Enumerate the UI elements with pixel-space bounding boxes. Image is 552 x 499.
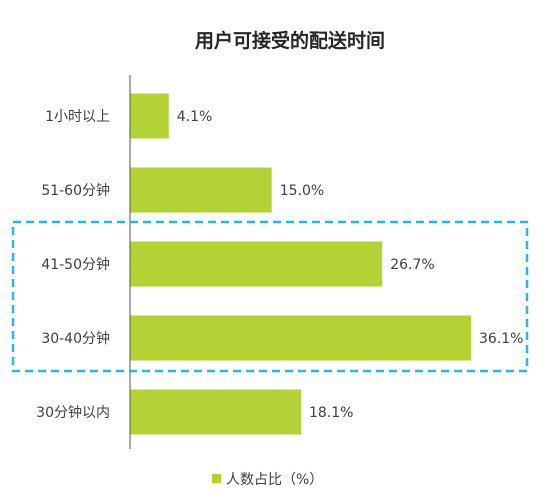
value-label-4: 18.1%	[309, 405, 353, 421]
bar-2	[130, 241, 383, 287]
value-label-2: 26.7%	[390, 257, 434, 273]
bar-1	[130, 167, 272, 213]
category-label-2: 41-50分钟	[41, 256, 110, 273]
legend: 人数占比（%）	[212, 472, 323, 488]
value-label-1: 15.0%	[280, 183, 324, 199]
bar-3	[130, 315, 471, 361]
category-label-0: 1小时以上	[45, 109, 110, 125]
category-label-4: 30分钟以内	[36, 404, 110, 421]
category-label-3: 30-40分钟	[41, 330, 110, 347]
legend-swatch	[212, 474, 221, 483]
category-label-1: 51-60分钟	[41, 182, 110, 199]
legend-label: 人数占比（%）	[226, 472, 323, 488]
bar-0	[130, 93, 169, 139]
bars-layer: 1小时以上 4.1% 51-60分钟 15.0% 41-50分钟 26.7% 30-40分钟…	[36, 93, 523, 435]
chart-title: 用户可接受的配送时间	[195, 29, 385, 52]
highlight-box	[11, 220, 529, 373]
value-label-3: 36.1%	[479, 331, 523, 347]
bar-4	[130, 389, 301, 435]
value-label-0: 4.1%	[177, 109, 213, 125]
